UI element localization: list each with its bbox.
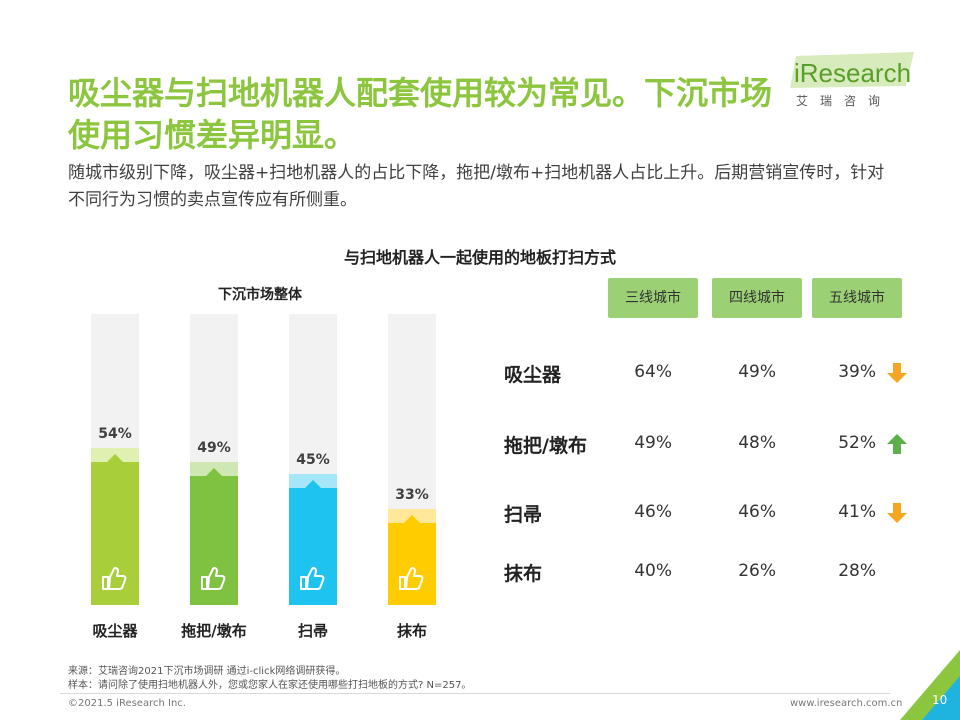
bar-value-label: 54%: [98, 425, 132, 442]
arrow-down-icon: [887, 363, 907, 383]
bar-chart-title: 下沉市场整体: [218, 287, 302, 303]
logo-banner-icon: [790, 52, 914, 88]
table-cell: 26%: [738, 561, 776, 581]
site-url: www.iresearch.com.cn: [790, 698, 903, 709]
arrow-up-icon: [887, 434, 907, 454]
bar-category-label: 吸尘器: [92, 622, 138, 640]
page-title: 吸尘器与扫地机器人配套使用较为常见。下沉市场 使用习惯差异明显。: [68, 72, 788, 156]
table-cell: 49%: [634, 433, 672, 453]
table-cell: 46%: [634, 502, 672, 522]
thumbs-up-icon: [300, 566, 325, 590]
bar: [190, 476, 238, 605]
sample-note: 样本：请问除了使用扫地机器人外，您或您家人在家还使用哪些打扫地板的方式? N=2…: [68, 680, 472, 691]
bar-value-label: 45%: [296, 452, 330, 469]
table-cell: 46%: [738, 502, 776, 522]
table-cell: 52%: [838, 433, 876, 453]
bar: [388, 522, 436, 605]
table-cell: 40%: [634, 561, 672, 581]
footer-divider: [60, 693, 890, 694]
bar-value-label: 33%: [395, 486, 429, 503]
column-header: 五线城市: [812, 278, 902, 318]
bar-category-label: 抹布: [396, 622, 427, 640]
page-subtitle: 随城市级别下降，吸尘器+扫地机器人的占比下降，拖把/墩布+扫地机器人占比上升。后…: [68, 163, 885, 210]
chart-title: 与扫地机器人一起使用的地板打扫方式: [343, 248, 616, 267]
bar-notch-icon: [206, 468, 222, 477]
table-cell: 41%: [838, 502, 876, 522]
bar-notch-icon: [404, 514, 420, 523]
row-label: 拖把/墩布: [504, 435, 587, 457]
bar-value-label: 49%: [197, 440, 231, 457]
page-title-line2: 使用习惯差异明显。: [68, 116, 357, 154]
bar-notch-icon: [305, 480, 321, 489]
bar: [289, 488, 337, 605]
table-cell: 48%: [738, 433, 776, 453]
thumbs-up-icon: [399, 566, 424, 590]
thumbs-up-icon: [201, 566, 226, 590]
thumbs-up-icon: [102, 566, 127, 590]
row-label: 抹布: [504, 563, 543, 585]
iresearch-logo: iResearch 艾瑞咨询: [790, 50, 920, 120]
table-cell: 64%: [634, 362, 672, 382]
row-label: 扫帚: [504, 504, 543, 526]
copyright: ©2021.5 iResearch Inc.: [68, 698, 186, 709]
logo-word: iResearch: [794, 58, 912, 88]
table-cell: 28%: [838, 561, 876, 581]
page-title-line1: 吸尘器与扫地机器人配套使用较为常见。下沉市场: [68, 74, 773, 112]
column-header: 三线城市: [608, 278, 698, 318]
source-note: 来源：艾瑞咨询2021下沉市场调研 通过i-click网络调研获得。: [68, 666, 346, 677]
arrow-down-icon: [887, 503, 907, 523]
row-label: 吸尘器: [504, 364, 562, 386]
logo-cn: 艾瑞咨询: [796, 94, 893, 108]
bar-notch-icon: [107, 453, 123, 462]
table-cell: 39%: [838, 362, 876, 382]
table-cell: 49%: [738, 362, 776, 382]
bar-category-label: 拖把/墩布: [181, 622, 247, 640]
bar: [91, 461, 139, 605]
column-header: 四线城市: [712, 278, 802, 318]
bar-category-label: 扫帚: [297, 622, 328, 640]
page-number: 10: [932, 693, 948, 707]
